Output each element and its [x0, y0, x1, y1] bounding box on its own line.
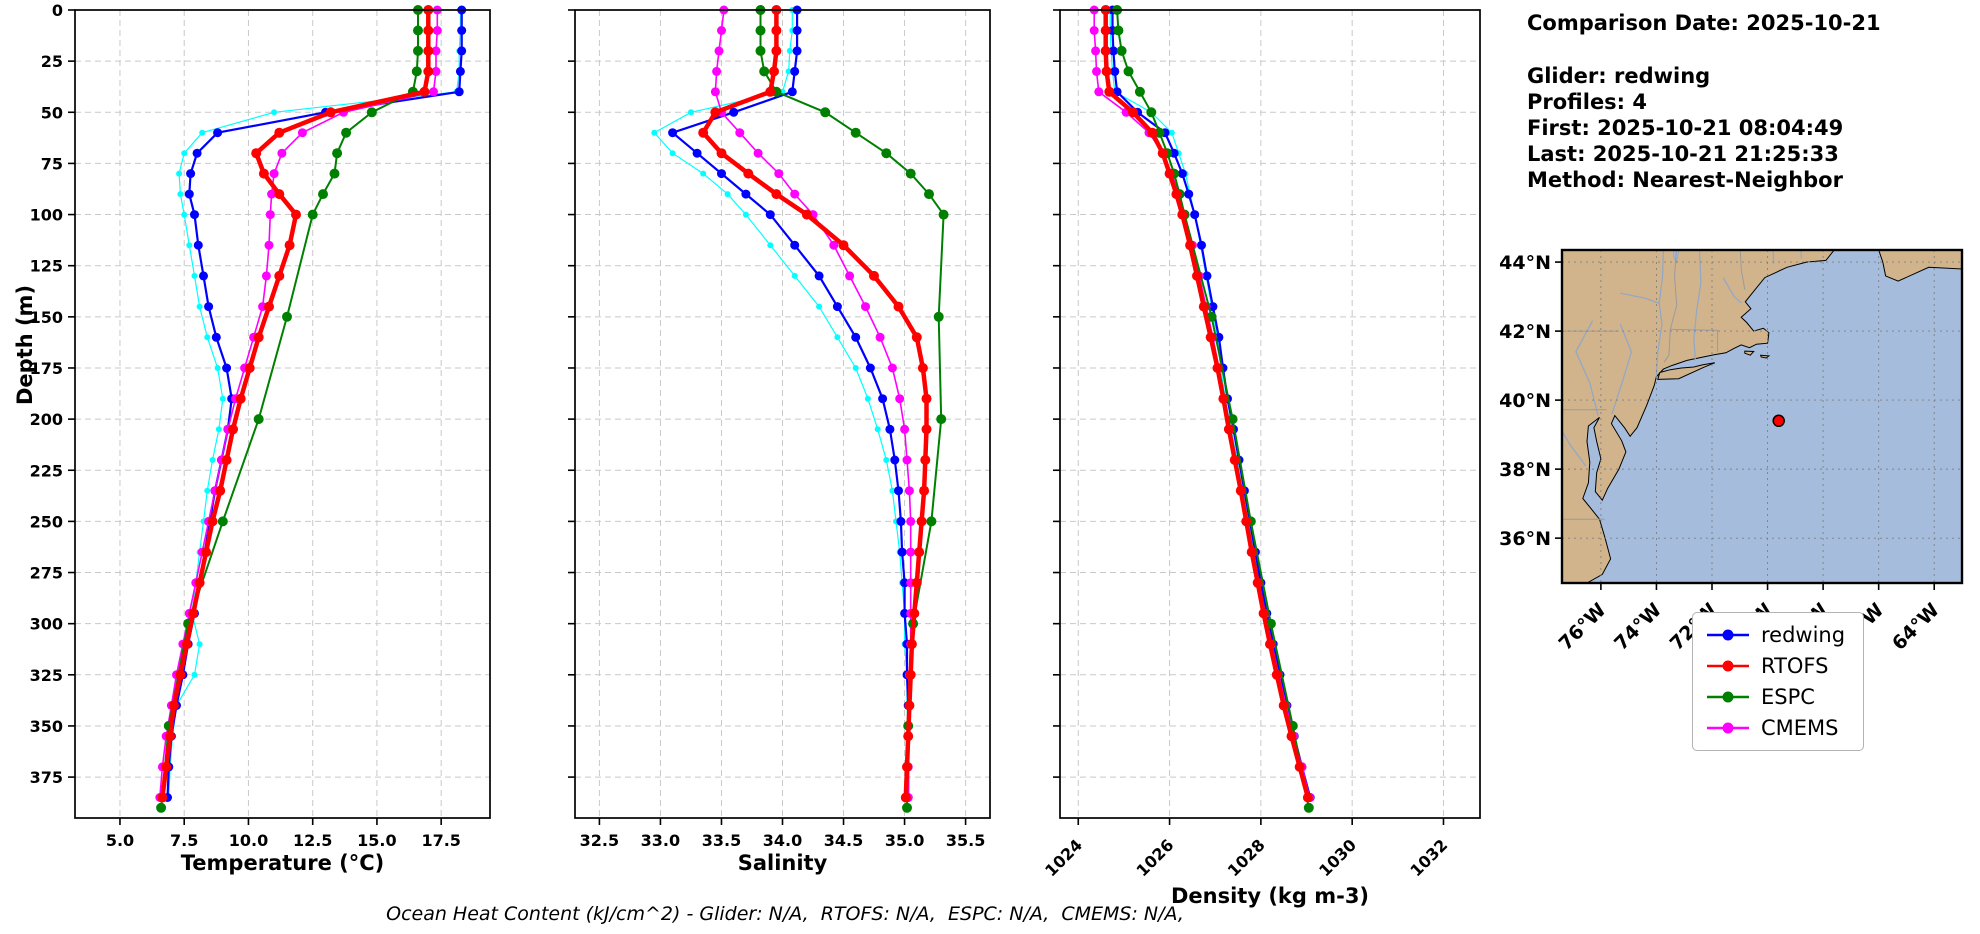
series-RTOFS — [1100, 5, 1313, 803]
legend-marker-redwing — [1707, 629, 1749, 641]
method-text: Method: Nearest-Neighbor — [1527, 168, 1843, 192]
map-river — [1561, 430, 1587, 467]
map-river — [1620, 292, 1661, 305]
depth-tick-label: 150 — [30, 308, 63, 327]
map-lat-tick-label: 36°N — [1499, 528, 1551, 550]
map-river — [1575, 320, 1599, 416]
salinity-x-tick-label: 35.0 — [885, 831, 924, 850]
density-x-tick-label: 1030 — [1315, 835, 1360, 880]
depth-tick-label: 275 — [30, 564, 63, 583]
map-river — [1655, 249, 1665, 377]
comparison-date-text: Comparison Date: 2025-10-21 — [1527, 11, 1881, 35]
temperature-x-tick-label: 12.5 — [293, 831, 332, 850]
legend-marker-rtofs — [1707, 660, 1749, 672]
ocean-heat-content-note: Ocean Heat Content (kJ/cm^2) - Glider: N… — [386, 903, 1184, 925]
glider-name-text: Glider: redwing — [1527, 64, 1711, 88]
legend-label-redwing: redwing — [1761, 623, 1846, 647]
legend-label-espc: ESPC — [1761, 685, 1815, 709]
map-river — [1693, 249, 1702, 361]
density-x-tick-label: 1028 — [1224, 835, 1269, 880]
panel-temperature: 5.0 7.5 10.0 12.5 15.0 17.5 0 25 50 75 100 125 150 17… — [30, 1, 491, 850]
map-land — [1561, 249, 1836, 584]
series-redwing — [668, 5, 913, 802]
series-ESPC — [755, 5, 949, 813]
profiles-count-text: Profiles: 4 — [1527, 90, 1648, 114]
salinity-x-tick-label: 32.5 — [580, 831, 619, 850]
legend-marker-espc — [1707, 691, 1749, 703]
salinity-axis-label: Salinity — [737, 851, 828, 875]
legend-marker-cmems — [1707, 722, 1749, 734]
map-river — [1772, 249, 1775, 264]
depth-axis-label: Depth (m) — [13, 284, 37, 406]
depth-tick-label: 225 — [30, 461, 63, 480]
info-block: Comparison Date: 2025-10-21 Glider: redw… — [1527, 10, 1881, 193]
depth-tick-label: 25 — [41, 52, 63, 71]
map-state-border — [1739, 249, 1746, 290]
density-axis-label: Density (kg m-3) — [1170, 884, 1370, 908]
map-land — [1759, 354, 1771, 359]
temperature-x-tick-label: 5.0 — [106, 831, 134, 850]
temperature-x-tick-label: 7.5 — [170, 831, 198, 850]
temperature-x-tick-label: 10.0 — [229, 831, 268, 850]
legend-item-cmems: CMEMS — [1705, 716, 1845, 740]
salinity-x-tick-label: 33.0 — [641, 831, 680, 850]
depth-tick-label: 175 — [30, 359, 63, 378]
density-x-tick-label: 1026 — [1133, 835, 1178, 880]
legend: redwing RTOFS ESPC CMEMS — [1692, 612, 1865, 751]
map-lon-tick-label: 76°W — [1555, 599, 1611, 655]
depth-tick-label: 350 — [30, 717, 63, 736]
map-river — [1800, 249, 1803, 259]
map-state-border — [1663, 249, 1678, 363]
depth-tick-label: 50 — [41, 103, 63, 122]
map-land — [1744, 350, 1755, 356]
series-ESPC — [156, 5, 423, 813]
depth-tick-label: 250 — [30, 512, 63, 531]
salinity-x-tick-label: 35.5 — [946, 831, 985, 850]
map-lat-tick-label: 40°N — [1499, 390, 1551, 412]
legend-label-rtofs: RTOFS — [1761, 654, 1829, 678]
map-lon-tick-label: 74°W — [1610, 599, 1666, 655]
depth-tick-label: 300 — [30, 615, 63, 634]
first-profile-time-text: First: 2025-10-21 08:04:49 — [1527, 116, 1844, 140]
map-state-border — [1670, 328, 1718, 331]
density-x-tick-label: 1024 — [1041, 835, 1086, 880]
temperature-x-tick-label: 17.5 — [421, 831, 460, 850]
map-river — [1722, 277, 1742, 304]
map-lat-tick-label: 42°N — [1499, 321, 1551, 343]
depth-tick-label: 125 — [30, 257, 63, 276]
salinity-x-tick-label: 34.0 — [763, 831, 802, 850]
salinity-x-tick-label: 34.5 — [824, 831, 863, 850]
map-river — [1611, 323, 1633, 415]
temperature-axis-label: Temperature (°C) — [180, 851, 385, 875]
depth-tick-label: 75 — [41, 154, 63, 173]
legend-label-cmems: CMEMS — [1761, 716, 1839, 740]
legend-item-redwing: redwing — [1705, 623, 1845, 647]
temperature-x-tick-label: 15.0 — [357, 831, 396, 850]
panel-salinity: 32.5 33.0 33.5 34.0 34.5 35.0 35.5 — [568, 5, 991, 850]
depth-tick-label: 375 — [30, 768, 63, 787]
map-land — [1657, 362, 1715, 380]
series-RTOFS — [698, 5, 932, 803]
map-lon-tick-label: 64°W — [1888, 599, 1944, 655]
glider-position-marker — [1772, 414, 1785, 428]
series-RTOFS — [157, 5, 434, 803]
map-lat-tick-label: 44°N — [1499, 252, 1551, 274]
map-lat-tick-label: 38°N — [1499, 459, 1551, 481]
legend-item-espc: ESPC — [1705, 685, 1845, 709]
depth-tick-label: 0 — [52, 1, 63, 20]
map: 76°W74°W72°W70°W68°W66°W64°W44°N42°N40°N… — [1499, 248, 1964, 655]
legend-item-rtofs: RTOFS — [1705, 654, 1845, 678]
depth-tick-label: 325 — [30, 666, 63, 685]
panel-density: 1024 1026 1028 1030 1032 — [1041, 5, 1481, 880]
density-x-tick-label: 1032 — [1406, 835, 1451, 880]
last-profile-time-text: Last: 2025-10-21 21:25:33 — [1527, 142, 1839, 166]
depth-tick-label: 100 — [30, 206, 63, 225]
depth-tick-label: 200 — [30, 410, 63, 429]
salinity-x-tick-label: 33.5 — [702, 831, 741, 850]
series-redwing — [163, 5, 467, 802]
